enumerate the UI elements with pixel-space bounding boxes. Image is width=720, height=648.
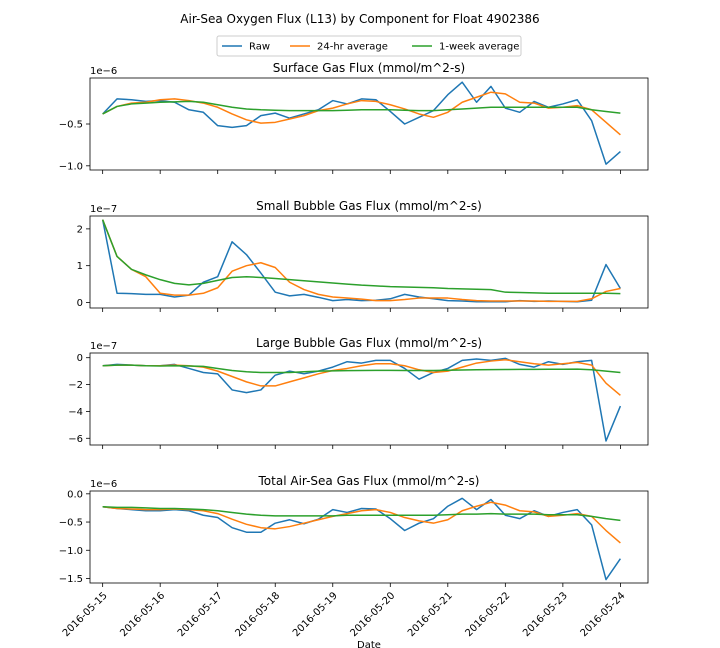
series-line-raw [102,81,621,165]
x-axis-label: Date [357,640,381,648]
subplot-4: Total Air-Sea Gas Flux (mmol/m^2-s) 1e−6 0… [59,474,649,587]
scale-offset-label: 1e−7 [90,204,117,215]
subplot-title: Small Bubble Gas Flux (mmol/m^2-s) [256,199,482,213]
x-tick-label: 2016-05-20 [348,590,397,639]
y-tick-label: 0.0 [67,489,83,500]
y-tick-label: −1.0 [59,546,83,557]
y-tick-label: 0 [77,353,83,364]
y-tick-label: −1.0 [59,161,83,172]
scale-offset-label: 1e−6 [90,479,117,490]
series-line-24-hr-average [102,358,621,396]
axes-frame [89,77,649,171]
legend-frame [216,35,522,57]
x-tick-label: 2016-05-24 [579,590,628,639]
legend-label-1week: 1-week average [439,42,519,53]
x-tick-label: 2016-05-15 [61,590,110,639]
x-tick-label: 2016-05-18 [233,590,282,639]
legend-entry-raw: Raw [222,42,270,53]
series-line-1-week-average [102,506,621,522]
subplots: Surface Gas Flux (mmol/m^2-s) 1e−6 −0.5 −1.… [59,61,649,587]
legend-label-raw: Raw [249,42,270,53]
subplot-3: Large Bubble Gas Flux (mmol/m^2-s) 1e−7 0 −… [68,336,649,449]
series-line-1-week-average [101,219,621,295]
y-tick-label: 0 [77,298,83,309]
shared-x-axis: 2016-05-15 2016-05-16 2016-05-17 2016-05-18… [61,590,628,639]
y-tick-label: −4 [68,407,83,418]
x-tick-label: 2016-05-16 [118,590,167,639]
legend-label-24hr: 24-hr average [317,42,388,53]
y-tick-label: 1 [77,261,83,272]
y-tick-label: −6 [68,434,83,445]
series-line-1-week-average [102,364,621,374]
x-tick-label: 2016-05-21 [406,590,455,639]
series-line-1-week-average [102,100,621,115]
legend-entry-24hr: 24-hr average [290,42,388,53]
scale-offset-label: 1e−7 [90,341,117,352]
x-tick-label: 2016-05-23 [521,590,570,639]
legend-entry-1week: 1-week average [412,42,519,53]
subplot-title: Surface Gas Flux (mmol/m^2-s) [273,61,465,75]
subplot-title: Large Bubble Gas Flux (mmol/m^2-s) [256,336,482,350]
x-tick-label: 2016-05-22 [464,590,513,639]
x-tick-label: 2016-05-19 [291,590,340,639]
series-line-raw [101,219,622,303]
y-tick-label: −0.5 [59,518,83,529]
axes-frame [89,352,649,446]
series-line-24-hr-average [101,219,621,303]
legend: Raw 24-hr average 1-week average [216,35,522,57]
y-tick-label: −1.5 [59,574,83,585]
subplot-2: Small Bubble Gas Flux (mmol/m^2-s) 1e−7 0 1… [77,199,649,312]
scale-offset-label: 1e−6 [90,66,117,77]
series-line-raw [102,357,622,442]
subplot-title: Total Air-Sea Gas Flux (mmol/m^2-s) [258,474,480,488]
series-line-24-hr-average [102,91,621,136]
y-tick-label: −0.5 [59,120,83,131]
subplot-1: Surface Gas Flux (mmol/m^2-s) 1e−6 −0.5 −1.… [59,61,649,174]
series-line-raw [102,497,622,581]
x-tick-label: 2016-05-17 [176,590,225,639]
y-tick-label: 2 [77,224,83,235]
y-tick-label: −2 [68,380,83,391]
axes-frame [89,215,649,309]
figure-title: Air-Sea Oxygen Flux (L13) by Component f… [180,12,539,26]
axes-frame [89,490,649,584]
